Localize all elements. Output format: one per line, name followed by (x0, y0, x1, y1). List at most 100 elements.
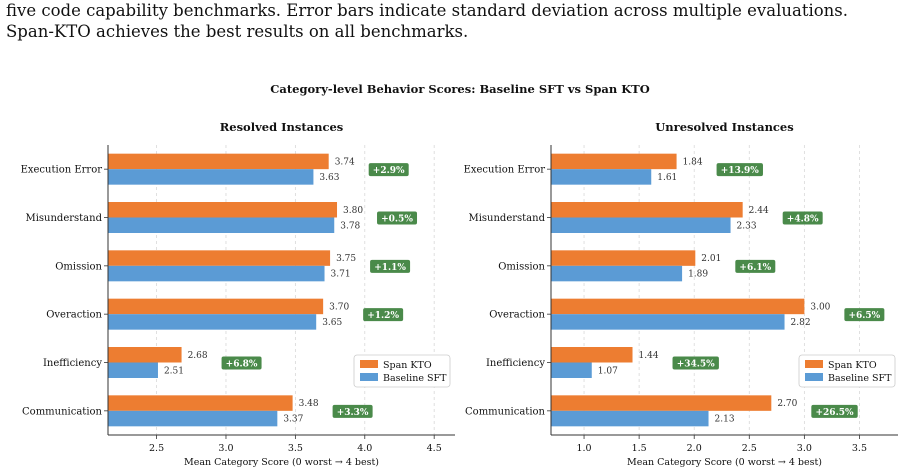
y-tick-label: Inefficiency (43, 358, 102, 369)
data-label-baseline-sft: 2.51 (164, 366, 184, 376)
data-label-span-kto: 2.68 (188, 351, 208, 361)
legend-swatch (360, 360, 378, 368)
data-label-span-kto: 3.74 (335, 157, 355, 167)
improvement-label: +13.9% (721, 166, 759, 176)
y-tick-label: Omission (55, 261, 102, 272)
x-tick-label: 1.5 (632, 443, 647, 454)
improvement-label: +4.8% (787, 215, 819, 225)
legend: Span KTO Baseline SFT (353, 354, 451, 388)
legend-label: Baseline SFT (383, 373, 447, 384)
improvement-label: +6.5% (848, 311, 880, 321)
bar-baseline-sft (108, 265, 325, 282)
improvement-label: +2.9% (373, 166, 405, 176)
bar-span-kto (108, 395, 293, 411)
data-label-span-kto: 1.44 (639, 351, 659, 361)
bar-baseline-sft (551, 169, 652, 185)
data-label-baseline-sft: 3.65 (322, 318, 342, 328)
legend-swatch (805, 360, 823, 368)
bar-baseline-sft (108, 314, 317, 330)
bar-span-kto (551, 395, 772, 411)
caption-line-1: five code capability benchmarks. Error b… (6, 1, 849, 20)
x-tick-label: 2.0 (687, 443, 702, 454)
data-label-baseline-sft: 2.13 (715, 415, 735, 425)
bar-span-kto (108, 347, 182, 363)
legend-label: Span KTO (383, 360, 432, 371)
x-tick-label: 3.0 (797, 443, 812, 454)
improvement-badge (221, 356, 262, 370)
y-tick-label: Inefficiency (486, 358, 545, 369)
bar-span-kto (551, 202, 743, 218)
bar-span-kto (108, 153, 329, 170)
y-tick-label: Execution Error (21, 165, 103, 176)
unresolved-panel: Unresolved Instances 1.84 1.61 Execution Er… (464, 120, 898, 468)
data-label-baseline-sft: 1.07 (598, 366, 618, 376)
resolved-panel: Resolved Instances 3.74 3.63 Execution Erro… (21, 120, 455, 468)
x-tick-label: 2.5 (742, 443, 757, 454)
data-label-span-kto: 3.75 (336, 254, 356, 264)
x-tick-label: 3.5 (288, 443, 303, 454)
panel-title: Unresolved Instances (655, 120, 793, 134)
caption-line-2: Span-KTO achieves the best results on al… (6, 22, 469, 41)
data-label-span-kto: 2.70 (777, 399, 797, 409)
data-label-span-kto: 3.80 (343, 206, 363, 216)
y-tick-label: Misunderstand (25, 213, 102, 224)
data-label-span-kto: 3.48 (299, 399, 319, 409)
legend-label: Baseline SFT (828, 373, 892, 384)
y-tick-label: Communication (22, 406, 103, 417)
y-tick-label: Execution Error (464, 165, 546, 176)
y-tick-label: Overaction (489, 310, 545, 321)
bar-baseline-sft (551, 217, 731, 233)
improvement-badge (844, 308, 885, 322)
bar-baseline-sft (551, 314, 785, 330)
bar-baseline-sft (551, 410, 709, 427)
improvement-badge (377, 211, 418, 225)
improvement-badge (735, 259, 776, 273)
data-label-baseline-sft: 2.82 (791, 318, 811, 328)
x-tick-label: 3.0 (218, 443, 233, 454)
legend: Span KTO Baseline SFT (798, 354, 896, 388)
data-label-baseline-sft: 1.61 (657, 173, 677, 183)
bar-span-kto (551, 298, 805, 315)
improvement-badge (332, 404, 373, 418)
improvement-label: +1.2% (367, 311, 399, 321)
improvement-label: +34.5% (677, 360, 715, 370)
improvement-label: +3.3% (337, 408, 369, 418)
improvement-label: +6.8% (226, 360, 258, 370)
data-label-span-kto: 2.01 (701, 254, 721, 264)
improvement-badge (363, 308, 404, 322)
bar-baseline-sft (551, 265, 683, 282)
bar-baseline-sft (108, 362, 158, 378)
bar-span-kto (551, 250, 696, 266)
data-label-baseline-sft: 1.89 (688, 270, 708, 280)
bar-span-kto (108, 202, 338, 218)
bar-span-kto (108, 250, 331, 266)
figure-title: Category-level Behavior Scores: Baseline… (270, 82, 650, 96)
improvement-label: +1.1% (374, 263, 406, 273)
improvement-label: +26.5% (816, 408, 854, 418)
data-label-span-kto: 3.70 (329, 302, 349, 312)
bar-baseline-sft (108, 169, 314, 185)
improvement-badge (370, 259, 411, 273)
x-axis-label: Mean Category Score (0 worst → 4 best) (184, 457, 379, 468)
x-tick-label: 2.5 (149, 443, 164, 454)
data-label-span-kto: 2.44 (749, 206, 769, 216)
x-tick-label: 1.0 (576, 443, 591, 454)
legend-label: Span KTO (828, 360, 877, 371)
x-axis-label: Mean Category Score (0 worst → 4 best) (627, 457, 822, 468)
improvement-label: +0.5% (381, 215, 413, 225)
improvement-badge (716, 163, 763, 177)
y-tick-label: Communication (465, 406, 546, 417)
improvement-badge (811, 404, 858, 418)
bar-baseline-sft (108, 410, 278, 427)
improvement-label: +6.1% (739, 263, 771, 273)
bar-span-kto (551, 153, 677, 170)
y-tick-label: Omission (498, 261, 545, 272)
figure-caption: five code capability benchmarks. Error b… (6, 0, 916, 42)
improvement-badge (782, 211, 823, 225)
bar-span-kto (551, 347, 633, 363)
bar-baseline-sft (551, 362, 592, 378)
data-label-baseline-sft: 3.63 (319, 173, 339, 183)
data-label-baseline-sft: 2.33 (737, 221, 757, 231)
legend-swatch (360, 373, 378, 381)
